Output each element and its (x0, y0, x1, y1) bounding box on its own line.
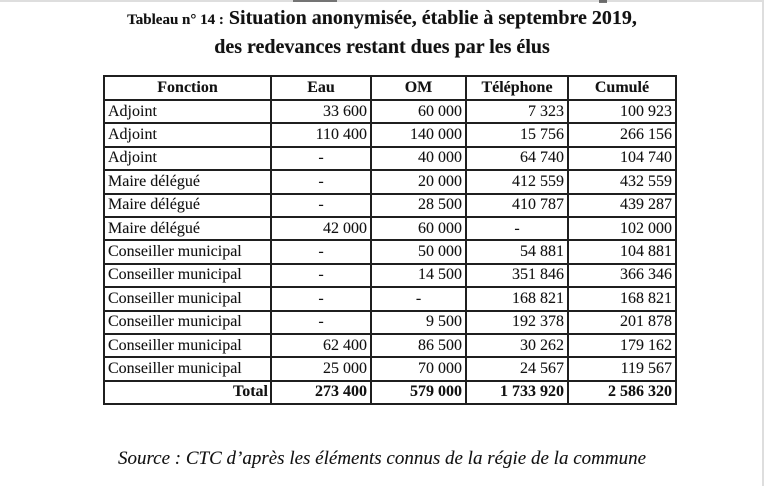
table-row: Maire délégué -28 500 410 787 439 287 (103, 192, 677, 218)
value-cell: 40 000 (370, 145, 467, 172)
value-cell: - (270, 262, 372, 289)
value-cell: 410 787 (465, 192, 569, 218)
value-cell: 432 559 (567, 169, 677, 195)
fonction-cell: Conseiller municipal (103, 332, 272, 359)
fonction-cell: Conseiller municipal (103, 286, 272, 312)
title-label: Tableau n° 14 : (127, 12, 224, 28)
table-row: Conseiller municipal 62 400 86 500 30 262 17… (103, 332, 677, 359)
value-cell: 28 500 (370, 192, 467, 218)
table-row: Adjoint -40 000 64 740 104 740 (103, 145, 677, 172)
value-cell: 14 500 (370, 262, 467, 289)
value-cell: 439 287 (567, 192, 677, 218)
value-cell: - (370, 286, 467, 312)
title-line-2: des redevances restant dues par les élus (214, 36, 550, 58)
value-cell: 366 346 (567, 262, 677, 289)
value-cell: - (270, 169, 372, 195)
value-cell: - (270, 145, 372, 172)
value-cell: 60 000 (370, 215, 467, 242)
dues-table-wrapper: Fonction Eau OM Téléphone Cumulé Adjoint… (103, 75, 677, 406)
value-cell: 168 821 (567, 286, 677, 312)
value-cell: 119 567 (567, 356, 677, 382)
value-cell: - (270, 192, 372, 218)
header-row: Fonction Eau OM Téléphone Cumulé (103, 75, 677, 101)
table-row: Maire délégué -20 000 412 559 432 559 (103, 169, 677, 195)
value-cell: - (270, 239, 372, 265)
value-cell: 266 156 (567, 122, 677, 148)
total-om: 579 000 (370, 379, 467, 406)
value-cell: 62 400 (270, 332, 372, 359)
fonction-cell: Adjoint (103, 98, 272, 125)
total-label: Total (103, 379, 272, 406)
value-cell: 42 000 (270, 215, 372, 242)
value-cell: 25 000 (270, 356, 372, 382)
value-cell: 70 000 (370, 356, 467, 382)
value-cell: 412 559 (465, 169, 569, 195)
table-row: Adjoint 110 400 140 000 15 756 266 156 (103, 122, 677, 148)
value-cell: 201 878 (567, 309, 677, 335)
value-cell: 64 740 (465, 145, 569, 172)
table-row: Conseiller municipal -14 500 351 846 366 34… (103, 262, 677, 289)
title-line-1: Tableau n° 14 : Situation anonymisée, ét… (0, 5, 764, 34)
table-row: Conseiller municipal -9 500 192 378 201 878 (103, 309, 677, 335)
value-cell: 15 756 (465, 122, 569, 148)
table-row: Conseiller municipal -50 000 54 881 104 881 (103, 239, 677, 265)
value-cell: 168 821 (465, 286, 569, 312)
value-cell: 100 923 (567, 98, 677, 125)
fonction-cell: Conseiller municipal (103, 262, 272, 289)
table-row: Conseiller municipal - -168 821 168 821 (103, 286, 677, 312)
col-header-cumule: Cumulé (567, 75, 677, 101)
fonction-cell: Adjoint (103, 145, 272, 172)
value-cell: 30 262 (465, 332, 569, 359)
value-cell: 86 500 (370, 332, 467, 359)
col-header-fonction: Fonction (103, 75, 272, 101)
value-cell: - (465, 215, 569, 242)
col-header-eau: Eau (270, 75, 372, 101)
value-cell: - (270, 309, 372, 335)
total-row: Total 273 400 579 000 1 733 920 2 586 32… (103, 379, 677, 406)
total-eau: 273 400 (270, 379, 372, 406)
table-row: Adjoint 33 600 60 000 7 323 100 923 (103, 98, 677, 125)
value-cell: 20 000 (370, 169, 467, 195)
value-cell: - (270, 286, 372, 312)
value-cell: 140 000 (370, 122, 467, 148)
table-row: Maire délégué 42 000 60 000-102 000 (103, 215, 677, 242)
value-cell: 104 740 (567, 145, 677, 172)
value-cell: 50 000 (370, 239, 467, 265)
value-cell: 104 881 (567, 239, 677, 265)
col-header-om: OM (370, 75, 467, 101)
value-cell: 54 881 (465, 239, 569, 265)
value-cell: 24 567 (465, 356, 569, 382)
dues-table: Fonction Eau OM Téléphone Cumulé Adjoint… (103, 75, 677, 406)
fonction-cell: Conseiller municipal (103, 239, 272, 265)
col-header-telephone: Téléphone (465, 75, 569, 101)
scan-artifact (293, 0, 337, 2)
total-telephone: 1 733 920 (465, 379, 569, 406)
value-cell: 7 323 (465, 98, 569, 125)
table-title: Tableau n° 14 : Situation anonymisée, ét… (0, 5, 764, 61)
scan-artifact (599, 0, 607, 3)
source-caption: Source : CTC d’après les éléments connus… (117, 448, 647, 469)
fonction-cell: Maire délégué (103, 169, 272, 195)
fonction-cell: Maire délégué (103, 215, 272, 242)
scan-edge-top (0, 0, 764, 2)
table-body: Adjoint 33 600 60 000 7 323 100 923 Adjoint 11… (103, 98, 677, 382)
fonction-cell: Maire délégué (103, 192, 272, 218)
value-cell: 102 000 (567, 215, 677, 242)
value-cell: 351 846 (465, 262, 569, 289)
fonction-cell: Conseiller municipal (103, 309, 272, 335)
fonction-cell: Conseiller municipal (103, 356, 272, 382)
value-cell: 60 000 (370, 98, 467, 125)
scan-edge-right (762, 0, 764, 486)
value-cell: 110 400 (270, 122, 372, 148)
value-cell: 192 378 (465, 309, 569, 335)
total-cumule: 2 586 320 (567, 379, 677, 406)
fonction-cell: Adjoint (103, 122, 272, 148)
value-cell: 33 600 (270, 98, 372, 125)
table-row: Conseiller municipal 25 000 70 000 24 567 11… (103, 356, 677, 382)
value-cell: 9 500 (370, 309, 467, 335)
title-main: Situation anonymisée, établie à septembr… (223, 7, 637, 29)
value-cell: 179 162 (567, 332, 677, 359)
